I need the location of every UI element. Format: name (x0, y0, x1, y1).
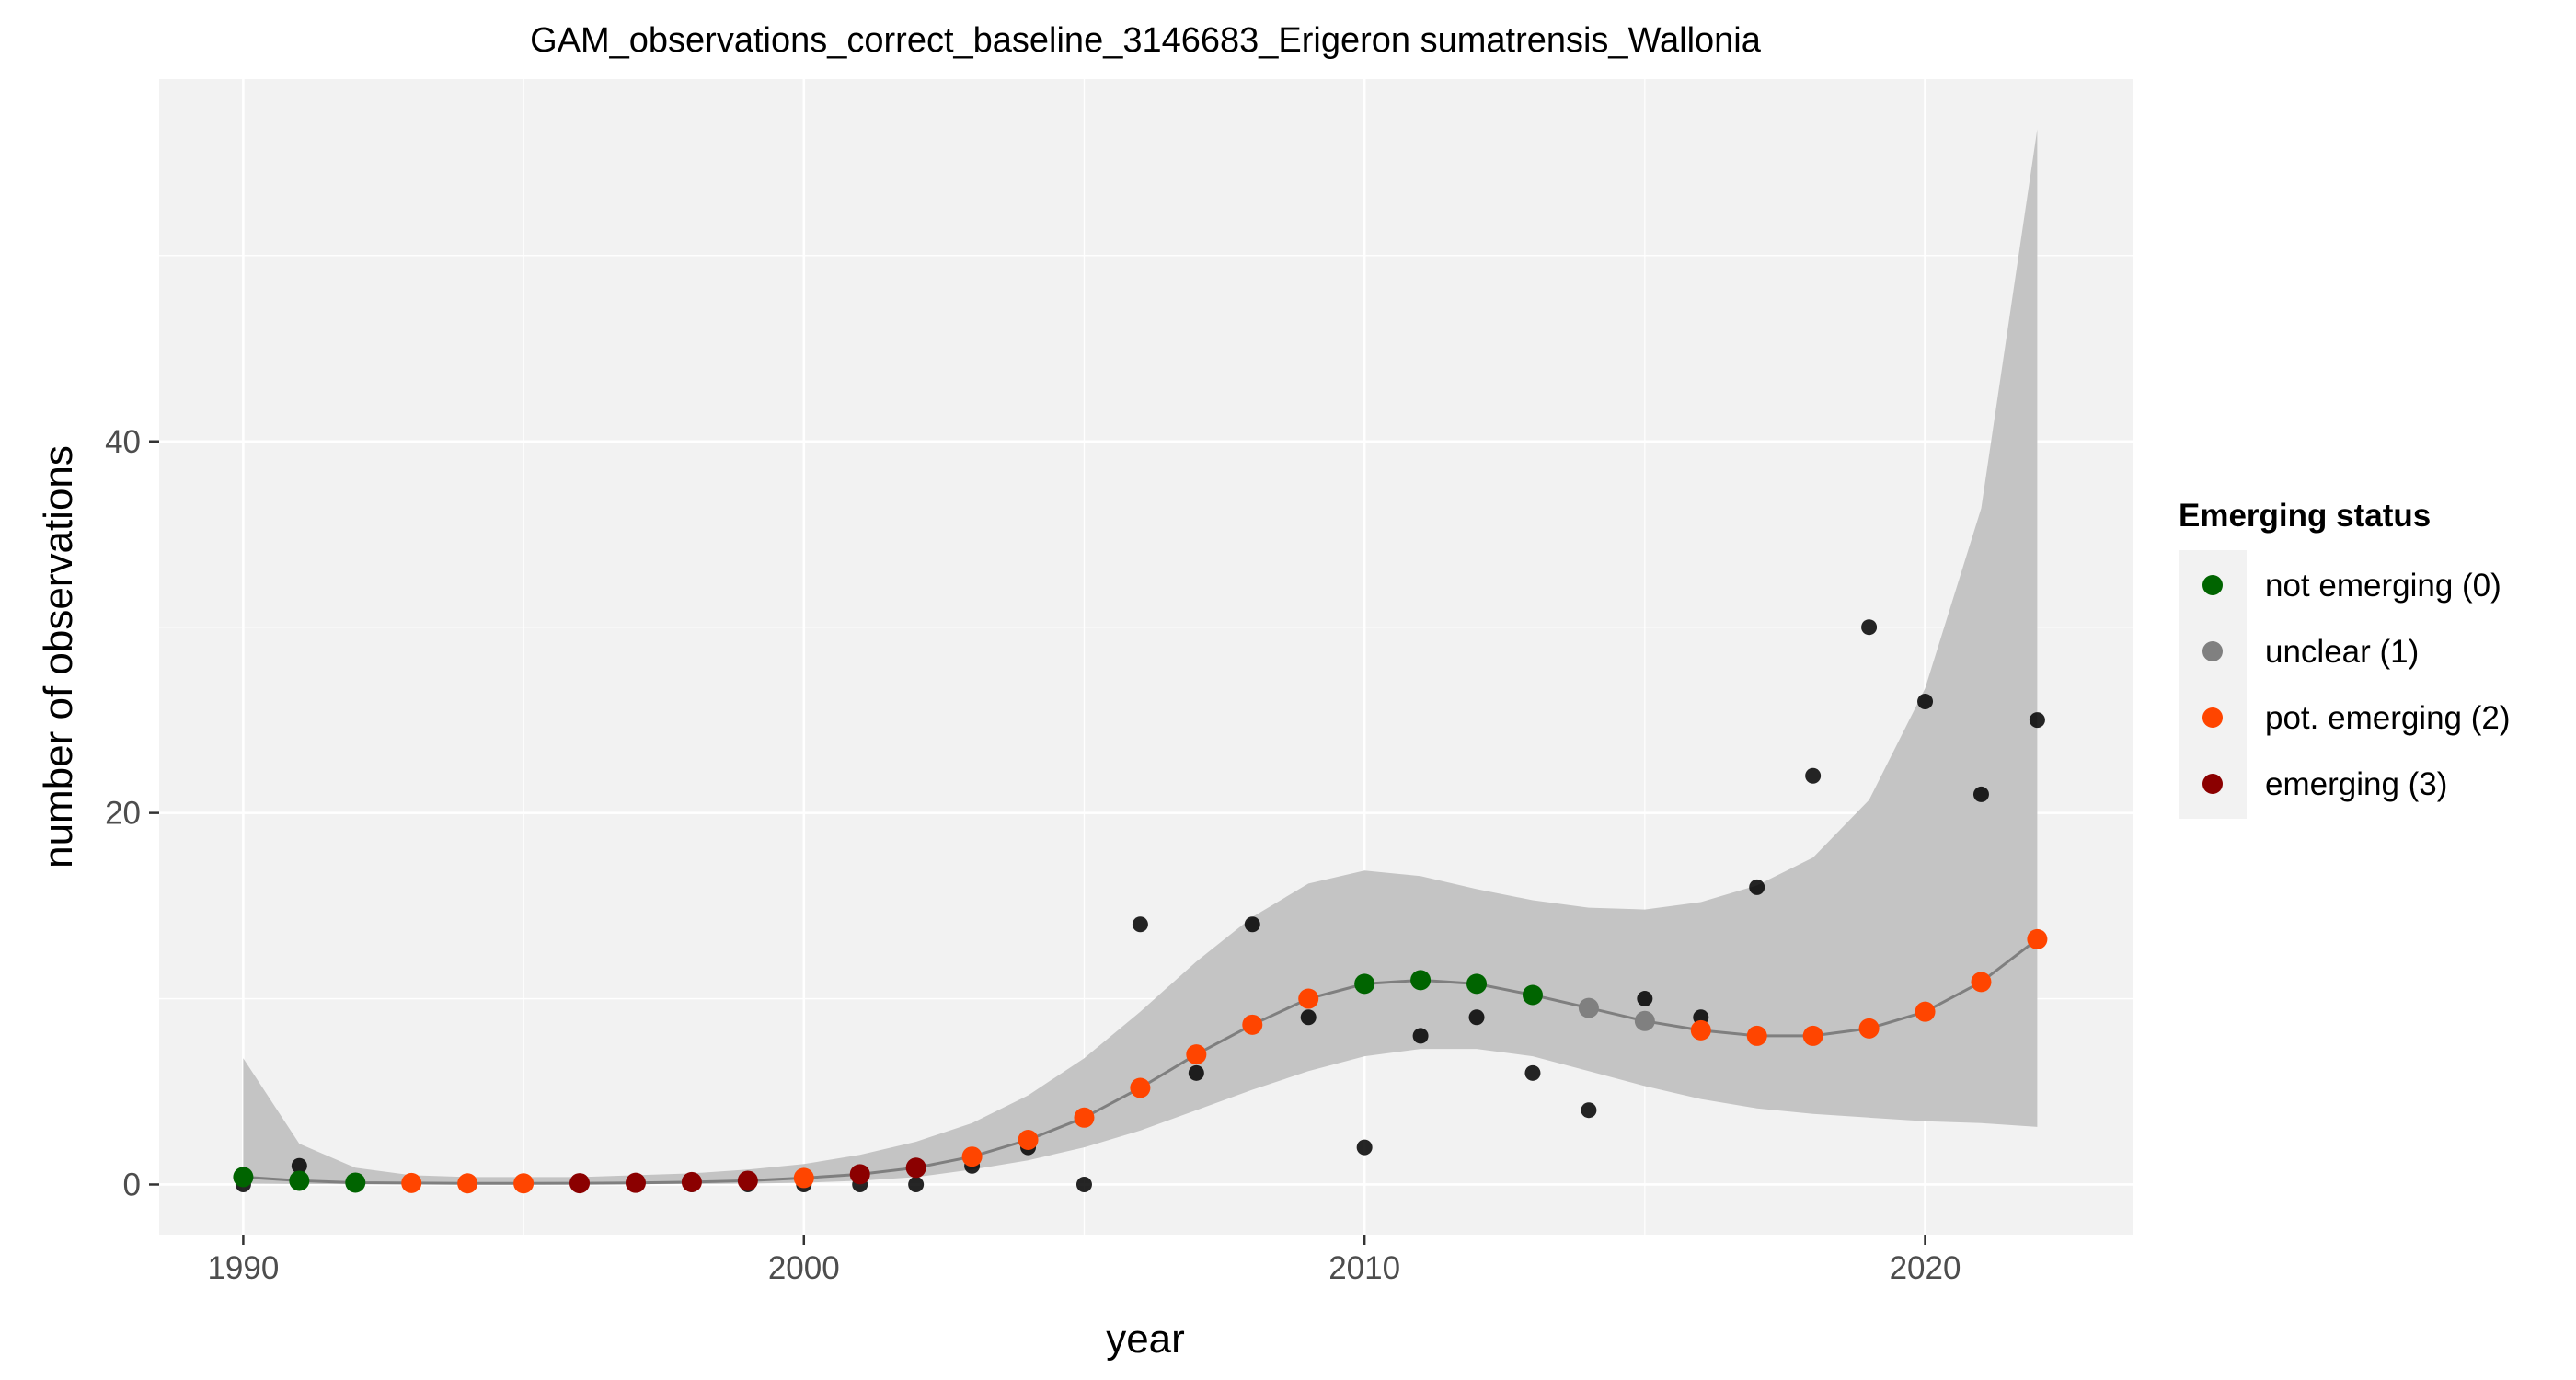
status-point (513, 1173, 535, 1194)
status-point (681, 1171, 702, 1192)
status-point (737, 1170, 758, 1191)
status-point (625, 1172, 646, 1193)
status-point (1690, 1019, 1711, 1041)
observation-point (908, 1176, 925, 1192)
chart-title: GAM_observations_correct_baseline_314668… (530, 21, 1762, 60)
y-axis-title: number of observations (36, 445, 81, 868)
status-point (569, 1173, 591, 1194)
status-point (1915, 1001, 1936, 1022)
observation-point (1132, 916, 1148, 933)
observation-point (1244, 916, 1260, 933)
confidence-ribbon-group (243, 129, 2038, 1185)
status-point (1522, 984, 1543, 1006)
legend-key (2202, 641, 2223, 661)
confidence-ribbon (243, 129, 2038, 1185)
legend-entries: not emerging (0) unclear (1) pot. emerging… (2179, 550, 2511, 819)
observation-point (1412, 1028, 1429, 1044)
observation-point (1749, 879, 1765, 895)
status-points (233, 928, 2048, 1194)
x-tick-label: 2000 (768, 1250, 840, 1286)
status-point (1802, 1025, 1823, 1046)
y-axis: 0 20 40 (105, 424, 159, 1202)
status-point (1746, 1025, 1767, 1046)
status-point (457, 1173, 478, 1194)
observation-point (1861, 619, 1878, 636)
status-point (1466, 973, 1488, 995)
x-axis-title: year (1106, 1317, 1185, 1362)
status-point (1634, 1010, 1655, 1031)
status-point (1130, 1077, 1151, 1098)
observation-point (1075, 1176, 1092, 1192)
legend: Emerging status not emerging (0) unclear … (2179, 498, 2511, 819)
status-point (1354, 973, 1375, 995)
observation-point (1972, 786, 1989, 802)
status-point (1018, 1130, 1039, 1151)
x-tick-label: 1990 (207, 1250, 279, 1286)
status-point (1858, 1018, 1880, 1039)
y-tick-label: 40 (105, 424, 141, 460)
status-point (793, 1167, 814, 1189)
status-point (1971, 972, 1992, 993)
legend-label: pot. emerging (2) (2265, 700, 2511, 736)
legend-label: emerging (3) (2265, 766, 2447, 802)
legend-key (2202, 707, 2223, 728)
status-point (2027, 928, 2048, 949)
status-point (849, 1164, 870, 1185)
observation-point (1805, 767, 1822, 784)
status-point (1242, 1014, 1263, 1035)
observation-point (1188, 1064, 1204, 1081)
legend-label: unclear (1) (2265, 634, 2419, 670)
status-point (233, 1167, 254, 1188)
observation-point (1300, 1009, 1317, 1026)
status-point (1410, 970, 1432, 991)
legend-label: not emerging (0) (2265, 568, 2501, 604)
x-tick-label: 2020 (1890, 1250, 1961, 1286)
x-axis: 1990 2000 2010 2020 (207, 1235, 1961, 1286)
legend-key (2202, 575, 2223, 595)
y-tick-label: 20 (105, 796, 141, 832)
status-point (1578, 997, 1599, 1018)
observation-point (1637, 991, 1653, 1007)
observation-point (1581, 1102, 1597, 1119)
observation-point (1917, 693, 1934, 709)
legend-key (2202, 774, 2223, 794)
status-point (401, 1172, 422, 1193)
observation-point (1524, 1064, 1541, 1081)
status-point (1074, 1107, 1095, 1128)
status-point (345, 1172, 366, 1193)
status-point (1186, 1044, 1207, 1065)
observation-point (1356, 1139, 1373, 1156)
legend-title: Emerging status (2179, 498, 2431, 534)
status-point (905, 1157, 926, 1179)
y-tick-label: 0 (123, 1167, 141, 1202)
status-point (961, 1146, 983, 1167)
status-point (1298, 988, 1319, 1009)
x-tick-label: 2010 (1328, 1250, 1400, 1286)
observation-point (291, 1157, 307, 1174)
status-point (289, 1170, 310, 1191)
observation-point (2029, 712, 2045, 729)
observation-point (1468, 1009, 1485, 1026)
